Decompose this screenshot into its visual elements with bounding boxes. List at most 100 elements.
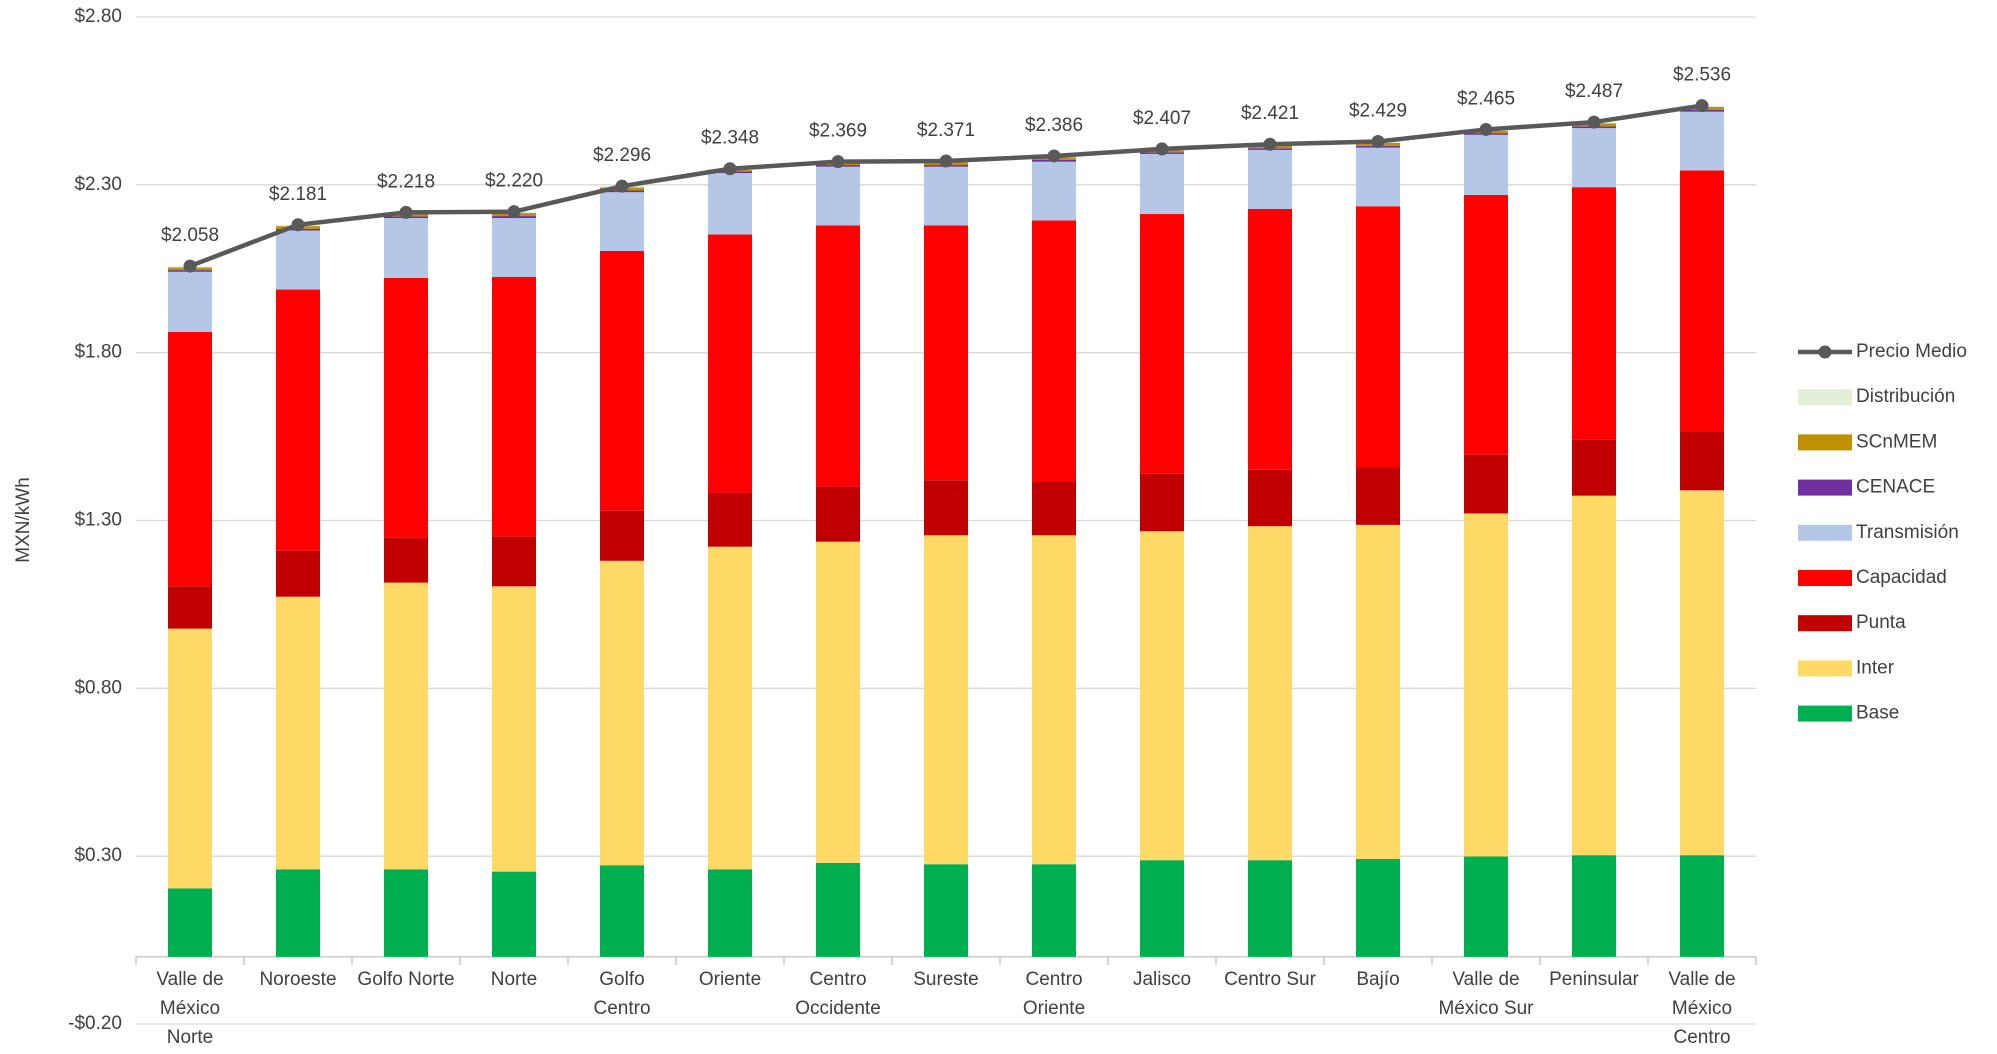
legend-swatch xyxy=(1798,570,1852,586)
bar-segment xyxy=(600,560,644,866)
bar-segment xyxy=(1356,467,1400,525)
bar-segment xyxy=(1572,855,1616,957)
bar-segment xyxy=(1248,149,1292,210)
x-tick-label: Valle de México Norte xyxy=(156,968,224,1048)
bar-segment xyxy=(168,271,212,332)
bar-segment xyxy=(816,225,860,487)
bar-segment xyxy=(168,331,212,587)
legend-swatch xyxy=(1818,345,1832,359)
bar-segment xyxy=(1680,111,1724,171)
y-tick-label: $2.80 xyxy=(74,6,122,27)
bar-segment xyxy=(384,869,428,957)
bar-segment xyxy=(492,276,536,537)
x-tick-label: Centro Occidente xyxy=(795,968,881,1019)
bar-segment xyxy=(1140,153,1184,215)
y-tick-label: $0.30 xyxy=(74,845,122,866)
bar-segment xyxy=(1032,535,1076,865)
bar-segment xyxy=(600,865,644,957)
bar-segment xyxy=(1032,161,1076,221)
data-label: $2.407 xyxy=(1133,108,1191,129)
line-marker xyxy=(1263,137,1277,151)
bar-segment xyxy=(924,535,968,865)
data-label: $2.536 xyxy=(1673,65,1731,86)
bar-segment xyxy=(1140,860,1184,957)
bar-segment xyxy=(1356,206,1400,468)
bar-segment xyxy=(1140,473,1184,532)
bar-segment xyxy=(708,546,752,870)
line-marker xyxy=(723,162,737,176)
bar-segment xyxy=(276,550,320,597)
bar-segment xyxy=(492,871,536,957)
data-label: $2.181 xyxy=(269,184,327,205)
bar-segment xyxy=(600,510,644,561)
legend-label: Base xyxy=(1856,703,1899,724)
bar-segment xyxy=(1680,431,1724,491)
bar-segment xyxy=(384,537,428,583)
data-label: $2.386 xyxy=(1025,115,1083,136)
legend-swatch xyxy=(1798,660,1852,677)
bar-segment xyxy=(276,869,320,957)
data-label: $2.465 xyxy=(1457,88,1515,109)
bar-segment xyxy=(168,888,212,957)
line-marker xyxy=(399,205,413,219)
bar-segment xyxy=(384,218,428,278)
bar-segment xyxy=(384,277,428,538)
legend-swatch xyxy=(1798,389,1852,406)
legend-label: Punta xyxy=(1856,612,1906,633)
bar-segment xyxy=(492,586,536,872)
x-tick-label: Golfo Norte xyxy=(357,968,455,990)
bar-segment xyxy=(1464,134,1508,195)
bar-segment xyxy=(1356,147,1400,207)
bar-segment xyxy=(1680,855,1724,957)
data-label: $2.348 xyxy=(701,128,759,149)
y-tick-label: $0.80 xyxy=(74,677,122,698)
bar-segment xyxy=(168,628,212,889)
legend-swatch xyxy=(1798,615,1852,632)
x-tick-label: Centro Sur xyxy=(1224,968,1316,990)
bar-segment xyxy=(816,862,860,957)
line-marker xyxy=(831,155,845,169)
line-marker xyxy=(507,205,521,219)
data-label: $2.296 xyxy=(593,145,651,166)
bar-segment xyxy=(708,234,752,493)
bar-segment xyxy=(168,586,212,629)
legend-label: Inter xyxy=(1856,657,1895,678)
bar-segment xyxy=(1464,194,1508,455)
bar-segment xyxy=(708,173,752,235)
x-tick-label: Oriente xyxy=(698,968,762,990)
line-marker xyxy=(1479,122,1493,136)
bar-segment xyxy=(1248,209,1292,470)
bar-segment xyxy=(1356,858,1400,957)
data-label: $2.421 xyxy=(1241,103,1299,124)
bar-segment xyxy=(1248,526,1292,861)
bar-segment xyxy=(1248,860,1292,957)
x-tick-label: Noroeste xyxy=(259,968,337,990)
y-tick-label: $2.30 xyxy=(74,174,122,195)
bar-segment xyxy=(276,230,320,290)
legend-label: Capacidad xyxy=(1856,567,1947,588)
x-tick-label: Bajío xyxy=(1356,968,1400,990)
bar-segment xyxy=(816,166,860,226)
data-label: $2.220 xyxy=(485,171,543,192)
bar-segment xyxy=(1680,170,1724,432)
bar-segment xyxy=(1464,856,1508,957)
bar-segment xyxy=(924,480,968,536)
legend-label: Distribución xyxy=(1856,386,1955,407)
data-label: $2.369 xyxy=(809,121,867,142)
x-tick-label: Sureste xyxy=(913,968,979,990)
bar-segment xyxy=(276,596,320,870)
bar-segment xyxy=(816,486,860,542)
x-tick-label: Golfo Centro xyxy=(593,968,651,1019)
y-tick-label: -$0.20 xyxy=(68,1013,122,1034)
x-tick-label: Centro Oriente xyxy=(1022,968,1086,1019)
bar-segment xyxy=(1140,531,1184,861)
y-tick-label: $1.30 xyxy=(74,510,122,531)
bar-segment xyxy=(1464,454,1508,514)
line-marker xyxy=(1047,149,1061,163)
bar-segment xyxy=(1032,864,1076,957)
bar-segment xyxy=(276,289,320,551)
bar-segment xyxy=(600,192,644,251)
bar-segment xyxy=(924,225,968,481)
y-tick-label: $1.80 xyxy=(74,342,122,363)
